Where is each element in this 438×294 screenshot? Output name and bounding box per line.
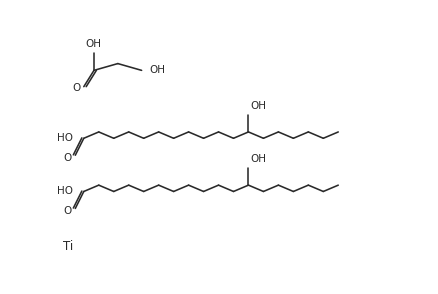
- Text: OH: OH: [85, 39, 101, 49]
- Text: Ti: Ti: [63, 240, 74, 253]
- Text: HO: HO: [57, 133, 73, 143]
- Text: HO: HO: [57, 186, 73, 196]
- Text: O: O: [64, 206, 72, 216]
- Text: OH: OH: [149, 65, 165, 75]
- Text: O: O: [64, 153, 72, 163]
- Text: OH: OH: [250, 101, 265, 111]
- Text: O: O: [72, 83, 80, 93]
- Text: OH: OH: [250, 154, 265, 164]
